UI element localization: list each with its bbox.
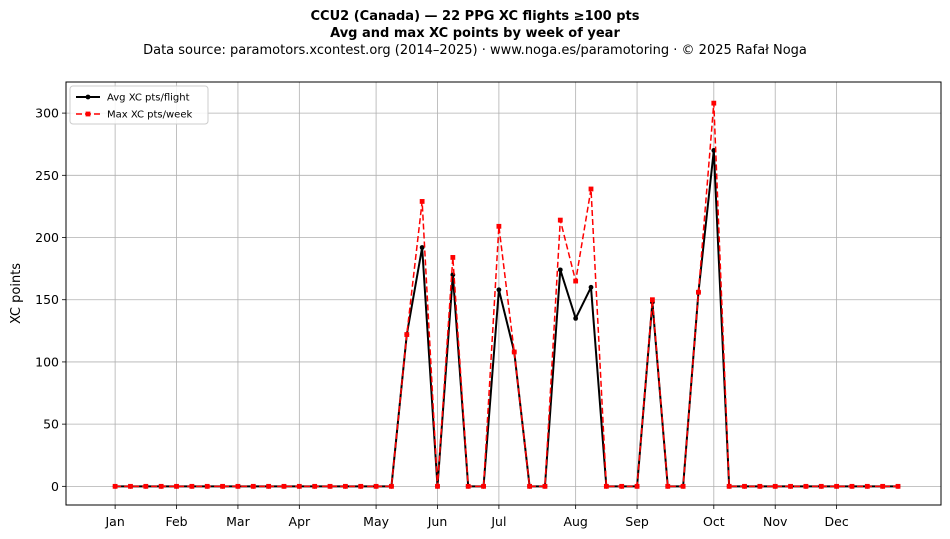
x-tick-label: Apr [289,514,311,529]
data-point [864,483,870,489]
data-point [220,483,225,489]
y-axis: 0 50 100 150 200 250 300 [35,106,66,494]
data-point [772,483,778,489]
chart-title-line1: CCU2 (Canada) — 22 PPG XC flights ≥100 p… [310,9,640,24]
data-point [250,483,256,489]
data-point [496,223,502,229]
data-point [327,483,333,489]
data-point [128,483,133,489]
data-point [496,287,502,293]
data-point [849,483,855,489]
legend-box [69,85,209,125]
legend-marker [85,94,91,100]
legend: Avg XC pts/flight Max XC pts/week [69,85,209,125]
data-point [742,483,747,489]
data-point [726,483,732,489]
data-point [665,483,671,489]
legend-marker [85,111,91,117]
y-tick-label: 150 [35,292,59,307]
data-point [189,483,195,489]
data-point [389,483,394,489]
data-point [373,483,379,489]
legend-label: Max XC pts/week [107,110,192,121]
data-point [527,483,532,489]
data-point [603,483,609,489]
data-point [573,315,579,321]
chart-title-line2: Avg and max XC points by week of year [330,26,620,41]
series-line [115,149,899,488]
x-tick-label: Dec [825,514,849,529]
data-point [557,217,563,223]
x-tick-label: Mar [226,514,250,529]
x-tick-label: Jul [490,514,506,529]
x-tick-label: May [363,514,389,529]
x-tick-label: Feb [165,514,187,529]
data-point [419,199,425,204]
data-point [435,483,440,489]
title-block: CCU2 (Canada) — 22 PPG XC flights ≥100 p… [0,8,950,59]
y-axis-label: XC points [9,263,24,324]
data-point [235,483,241,489]
data-point [143,483,149,489]
x-tick-label: Aug [563,514,587,529]
data-point [895,483,901,489]
data-point [266,483,272,489]
grid-lines [66,82,941,505]
data-point [818,483,824,489]
y-tick-label: 200 [35,230,59,245]
data-point [680,483,686,489]
data-point [757,483,763,489]
data-point [834,483,840,489]
data-point [803,483,809,489]
x-tick-label: Nov [763,514,788,529]
data-point [711,100,717,106]
x-tick-label: Sep [625,514,649,529]
data-point [112,483,118,489]
data-point [542,483,548,489]
data-point [342,483,348,489]
data-point [588,284,594,290]
plot-frame [65,81,942,506]
legend-label: Avg XC pts/flight [107,93,190,104]
series-layer [112,100,901,489]
data-point [281,483,287,489]
x-axis: Jan Feb Mar Apr May Jun Jul Aug Sep Oct Nov Dec [104,505,849,529]
chart-subtitle: Data source: paramotors.xcontest.org (20… [143,43,807,58]
data-point [619,483,625,489]
data-point [404,332,410,337]
y-tick-label: 300 [35,106,59,121]
data-point [358,483,364,489]
series-avg [112,148,901,489]
data-point [557,267,563,273]
data-point [650,297,655,303]
data-point [511,349,517,355]
series-max [112,100,901,489]
y-tick-label: 250 [35,168,59,183]
data-point [312,483,318,489]
data-point [481,483,486,489]
data-point [696,289,701,295]
y-tick-label: 100 [35,354,59,369]
x-tick-label: Jan [104,514,124,529]
data-point [174,483,179,489]
data-point [204,483,210,489]
data-point [573,278,579,284]
series-line [115,102,899,488]
data-point [588,186,594,192]
data-point [450,255,456,260]
data-point [788,483,793,489]
data-point [465,483,471,489]
data-point [634,483,640,489]
x-tick-label: Jun [427,514,448,529]
data-point [419,245,425,250]
data-point [296,483,302,489]
x-tick-label: Oct [703,514,725,529]
y-tick-label: 50 [43,417,59,432]
y-tick-label: 0 [51,479,59,494]
data-point [880,483,886,489]
data-point [158,483,164,489]
